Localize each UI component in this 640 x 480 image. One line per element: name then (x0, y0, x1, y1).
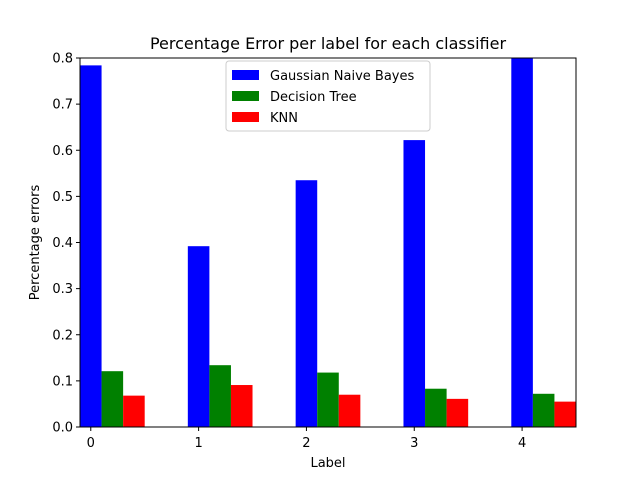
bar-knn-3 (446, 398, 469, 427)
y-tick-label: 0.1 (52, 374, 73, 389)
legend-swatch-knn (232, 112, 259, 122)
bar-knn-4 (554, 401, 576, 427)
x-tick-label: 1 (194, 436, 202, 451)
y-axis-label: Percentage errors (28, 185, 43, 301)
legend-items: Gaussian Naive Bayes Decision Tree KNN (232, 69, 414, 126)
chart-title: Percentage Error per label for each clas… (150, 34, 506, 53)
legend-swatch-gaussian-naive-bayes (232, 70, 259, 80)
x-axis-ticks: 0 1 2 3 4 (87, 427, 526, 451)
bar-gaussian-naive-bayes-1 (187, 246, 210, 427)
legend: Gaussian Naive Bayes Decision Tree KNN (225, 60, 431, 132)
legend-label: Gaussian Naive Bayes (270, 69, 414, 84)
bar-decision-tree-2 (317, 372, 339, 427)
bar-decision-tree-0 (101, 371, 124, 427)
y-tick-label: 0.5 (52, 190, 73, 205)
x-tick-label: 3 (410, 436, 418, 451)
x-tick-label: 2 (302, 436, 310, 451)
y-axis-ticks: 0.0 0.1 0.2 0.3 0.4 0.5 0.6 0.7 0.8 (52, 52, 80, 436)
y-tick-label: 0.4 (52, 236, 73, 251)
x-axis-label: Label (310, 456, 345, 471)
bar-knn-0 (123, 395, 145, 427)
y-tick-label: 0.3 (52, 282, 73, 297)
bars-layer (80, 58, 576, 428)
bar-decision-tree-4 (532, 393, 555, 427)
bar-gaussian-naive-bayes-3 (403, 140, 426, 428)
y-tick-label: 0.7 (52, 98, 73, 113)
bar-knn-2 (338, 394, 361, 427)
legend-label: Decision Tree (270, 90, 357, 105)
bar-gaussian-naive-bayes-4 (511, 58, 533, 427)
y-tick-label: 0.2 (52, 328, 73, 343)
legend-label: KNN (270, 111, 298, 126)
x-tick-label: 4 (518, 436, 526, 451)
bar-knn-1 (230, 385, 253, 427)
y-tick-label: 0.8 (52, 52, 73, 67)
bar-decision-tree-1 (209, 365, 231, 427)
x-tick-label: 0 (87, 436, 95, 451)
bar-decision-tree-3 (425, 388, 447, 427)
y-tick-label: 0.6 (52, 144, 73, 159)
legend-box (225, 60, 431, 132)
y-tick-label: 0.0 (52, 421, 73, 436)
bar-gaussian-naive-bayes-0 (80, 65, 102, 427)
bar-gaussian-naive-bayes-2 (295, 180, 318, 427)
legend-swatch-decision-tree (232, 91, 259, 101)
